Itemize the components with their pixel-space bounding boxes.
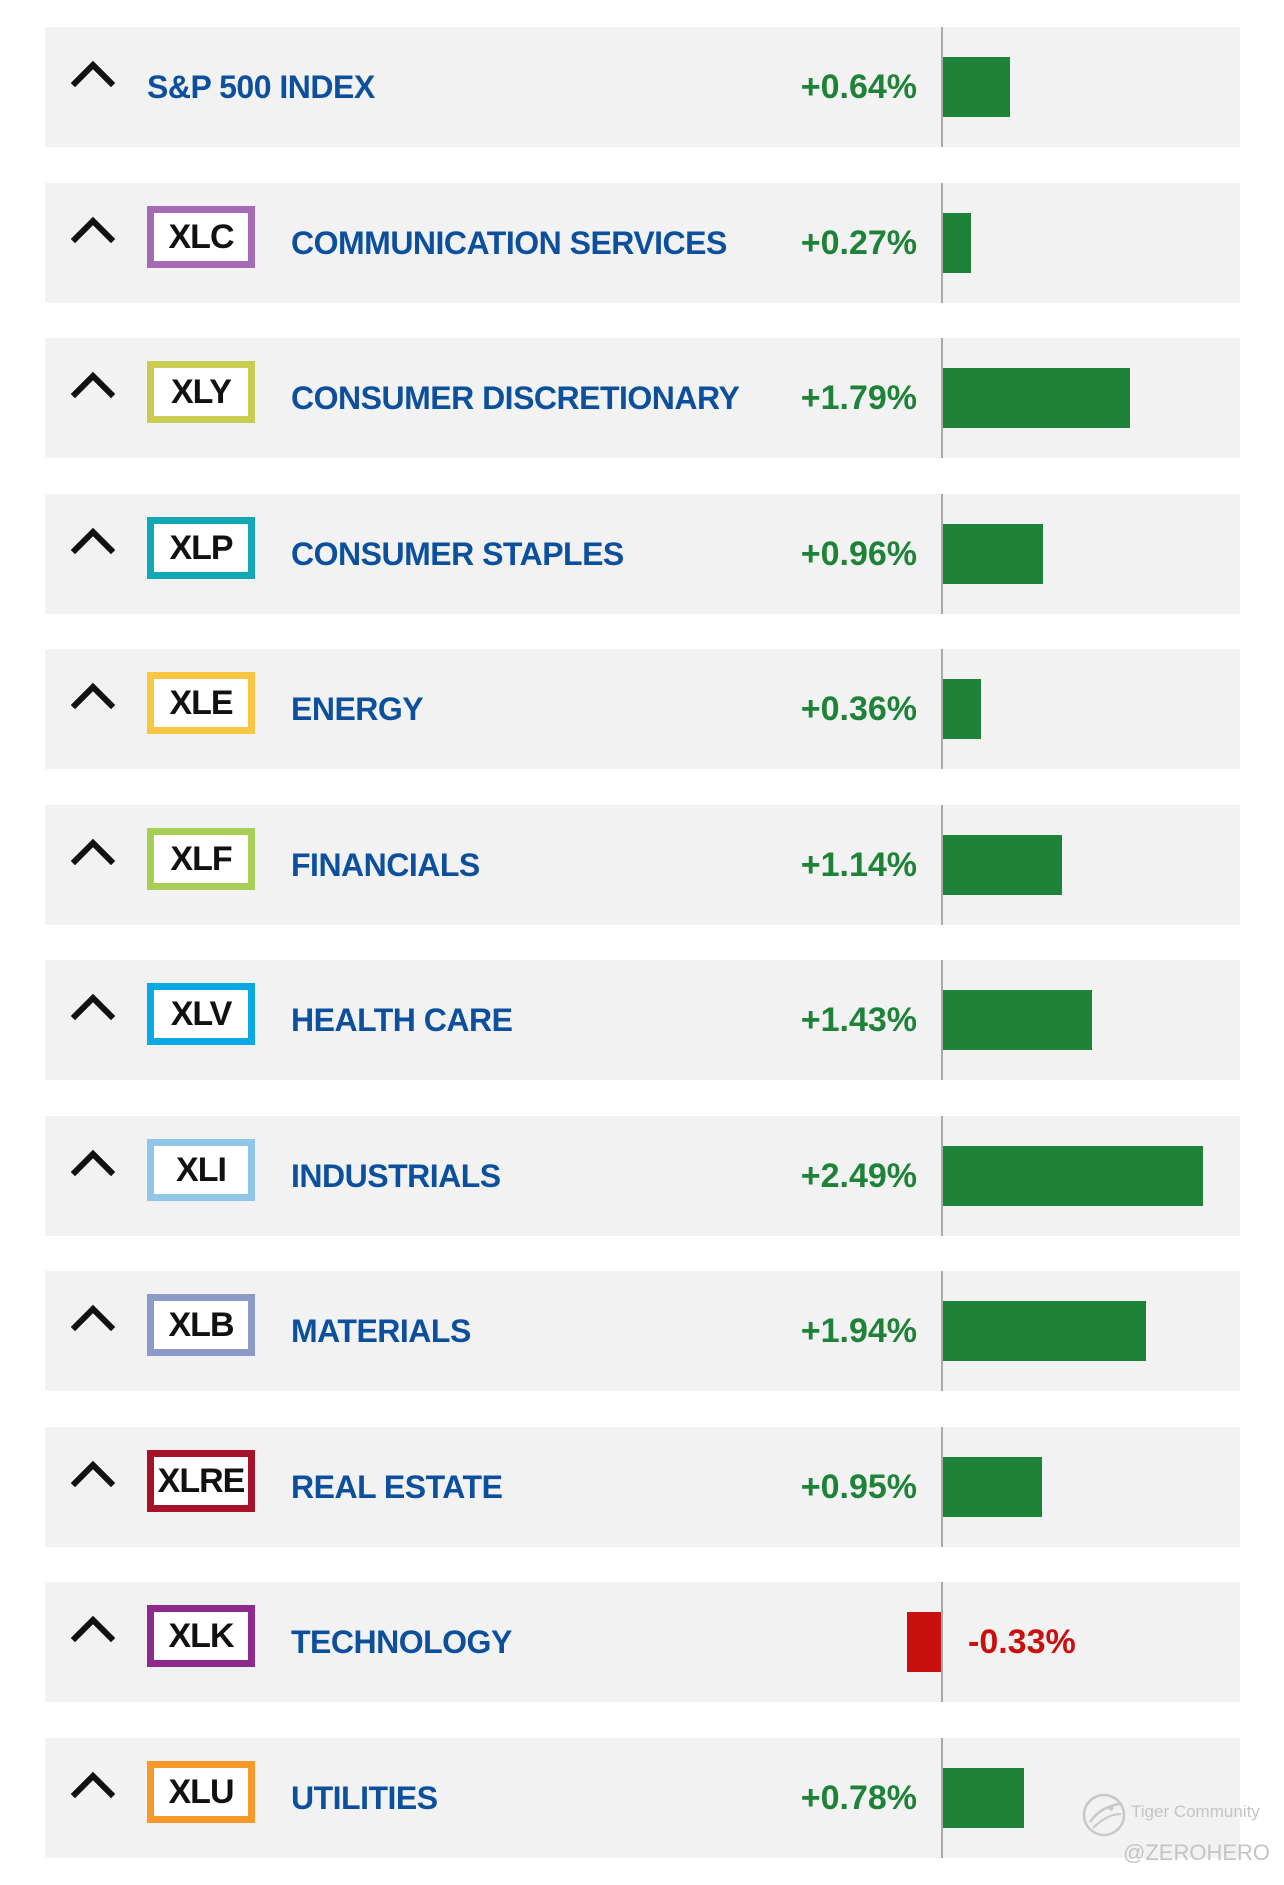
value-bar: [907, 1612, 941, 1672]
sector-row[interactable]: XLY CONSUMER DISCRETIONARY +1.79%: [45, 338, 1240, 458]
tiger-community-logo-icon: [1082, 1793, 1126, 1837]
sector-name: FINANCIALS: [291, 847, 480, 883]
percent-label: +1.94%: [800, 1312, 917, 1350]
ticker-badge: XLE: [147, 672, 255, 734]
sector-name: MATERIALS: [291, 1313, 471, 1349]
percent-label: +0.27%: [800, 224, 917, 262]
sector-name: S&P 500 INDEX: [147, 69, 375, 105]
sector-name: ENERGY: [291, 691, 424, 727]
zero-axis-line: [941, 1738, 943, 1858]
ticker-badge: XLRE: [147, 1450, 255, 1512]
value-bar: [943, 1301, 1146, 1361]
value-bar: [943, 990, 1092, 1050]
zero-axis-line: [941, 960, 943, 1080]
chevron-up-icon[interactable]: [71, 213, 115, 243]
percent-label: +0.78%: [800, 1779, 917, 1817]
value-bar: [943, 213, 971, 273]
percent-label: -0.33%: [968, 1623, 1076, 1661]
ticker-badge: XLY: [147, 361, 255, 423]
chevron-up-icon[interactable]: [71, 679, 115, 709]
sector-name: REAL ESTATE: [291, 1469, 503, 1505]
ticker-badge: XLV: [147, 983, 255, 1045]
sector-row[interactable]: XLP CONSUMER STAPLES +0.96%: [45, 494, 1240, 614]
chevron-up-icon[interactable]: [71, 835, 115, 865]
ticker-badge: XLB: [147, 1294, 255, 1356]
zero-axis-line: [941, 27, 943, 147]
chevron-up-icon[interactable]: [71, 1457, 115, 1487]
sector-name: COMMUNICATION SERVICES: [291, 225, 727, 261]
chevron-up-icon[interactable]: [71, 1301, 115, 1331]
value-bar: [943, 1146, 1203, 1206]
chevron-up-icon[interactable]: [71, 368, 115, 398]
watermark-community-text: Tiger Community: [1131, 1802, 1260, 1821]
zero-axis-line: [941, 1116, 943, 1236]
percent-label: +0.95%: [800, 1468, 917, 1506]
zero-axis-line: [941, 494, 943, 614]
sector-name: UTILITIES: [291, 1780, 438, 1816]
percent-label: +0.96%: [800, 535, 917, 573]
zero-axis-line: [941, 1582, 943, 1702]
value-bar: [943, 1457, 1042, 1517]
sector-row[interactable]: XLI INDUSTRIALS +2.49%: [45, 1116, 1240, 1236]
ticker-badge: XLP: [147, 517, 255, 579]
sector-row[interactable]: XLV HEALTH CARE +1.43%: [45, 960, 1240, 1080]
ticker-badge: XLF: [147, 828, 255, 890]
ticker-badge: XLC: [147, 206, 255, 268]
value-bar: [943, 835, 1062, 895]
value-bar: [943, 524, 1043, 584]
zero-axis-line: [941, 649, 943, 769]
value-bar: [943, 368, 1130, 428]
sector-name: CONSUMER STAPLES: [291, 536, 624, 572]
percent-label: +0.36%: [800, 690, 917, 728]
value-bar: [943, 57, 1010, 117]
sector-row[interactable]: XLU UTILITIES +0.78%: [45, 1738, 1240, 1858]
percent-label: +1.79%: [800, 379, 917, 417]
value-bar: [943, 679, 981, 739]
value-bar: [943, 1768, 1024, 1828]
watermark-handle-text: @ZEROHERO: [1123, 1840, 1271, 1865]
chevron-up-icon[interactable]: [71, 1146, 115, 1176]
percent-label: +0.64%: [800, 68, 917, 106]
sector-row[interactable]: XLC COMMUNICATION SERVICES +0.27%: [45, 183, 1240, 303]
chevron-up-icon[interactable]: [71, 1612, 115, 1642]
chevron-up-icon[interactable]: [71, 524, 115, 554]
ticker-badge: XLI: [147, 1139, 255, 1201]
chevron-up-icon[interactable]: [71, 1768, 115, 1798]
zero-axis-line: [941, 1427, 943, 1547]
sector-row[interactable]: XLB MATERIALS +1.94%: [45, 1271, 1240, 1391]
sector-row[interactable]: XLK TECHNOLOGY -0.33%: [45, 1582, 1240, 1702]
ticker-badge: XLK: [147, 1605, 255, 1667]
sector-row[interactable]: XLE ENERGY +0.36%: [45, 649, 1240, 769]
zero-axis-line: [941, 183, 943, 303]
sector-name: HEALTH CARE: [291, 1002, 513, 1038]
zero-axis-line: [941, 805, 943, 925]
sector-row[interactable]: XLRE REAL ESTATE +0.95%: [45, 1427, 1240, 1547]
percent-label: +1.43%: [800, 1001, 917, 1039]
sector-row[interactable]: S&P 500 INDEX +0.64%: [45, 27, 1240, 147]
sector-name: INDUSTRIALS: [291, 1158, 501, 1194]
percent-label: +1.14%: [800, 846, 917, 884]
zero-axis-line: [941, 338, 943, 458]
sector-name: CONSUMER DISCRETIONARY: [291, 380, 740, 416]
zero-axis-line: [941, 1271, 943, 1391]
chevron-up-icon[interactable]: [71, 990, 115, 1020]
ticker-badge: XLU: [147, 1761, 255, 1823]
percent-label: +2.49%: [800, 1157, 917, 1195]
chevron-up-icon[interactable]: [71, 57, 115, 87]
sector-name: TECHNOLOGY: [291, 1624, 512, 1660]
sector-row[interactable]: XLF FINANCIALS +1.14%: [45, 805, 1240, 925]
watermark: Tiger Community @ZEROHERO: [1075, 1790, 1270, 1870]
